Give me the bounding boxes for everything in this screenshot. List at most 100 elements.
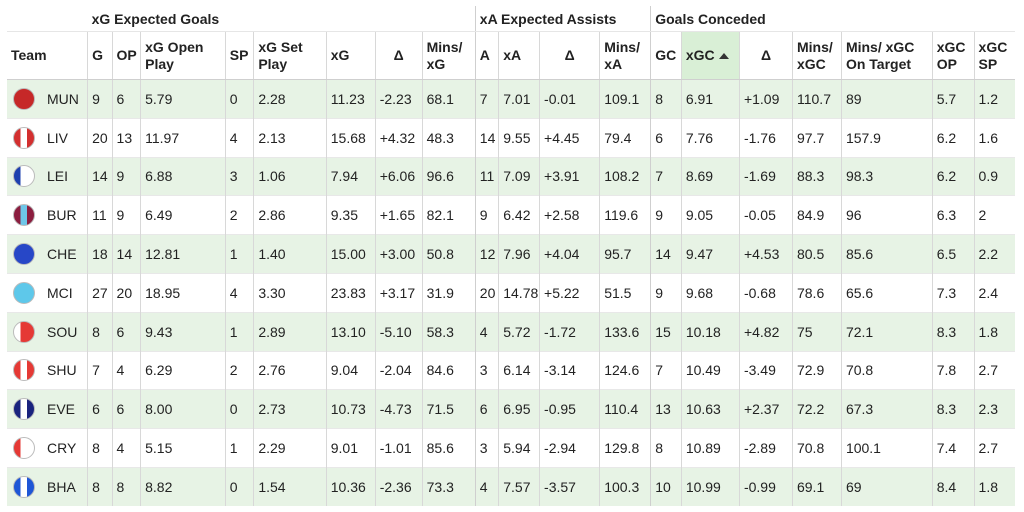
cell-mins-xgc: 75	[791, 311, 842, 352]
cell-xgc-sp: 1.6	[973, 117, 1015, 158]
cell-delta-g: -2.36	[374, 466, 423, 506]
cell-mins-xg: 31.9	[421, 272, 476, 313]
cell-xa: 6.42	[498, 195, 540, 235]
cell-xg: 9.04	[325, 350, 376, 390]
cell-mins-xa: 95.7	[599, 234, 651, 274]
cell-delta-a: -0.01	[539, 79, 600, 119]
cell-delta-a: +5.22	[539, 272, 600, 313]
team-name: MUN	[47, 90, 79, 107]
cell-mins-xgc: 69.1	[791, 466, 842, 506]
col-header-team[interactable]: Team	[7, 31, 88, 80]
cell-sp: 1	[224, 311, 254, 352]
cell-xgc: 10.89	[680, 428, 740, 468]
cell-xgc-op: 8.3	[931, 389, 975, 429]
cell-xgc-op: 5.7	[931, 79, 975, 119]
table-row: LIV 20 13 11.97 4 2.13 15.68 +4.32 48.3 14 9.55 +4.…	[7, 117, 1015, 158]
cell-mins-xgc-ot: 85.6	[840, 234, 933, 274]
cell-sp: 0	[224, 466, 254, 506]
col-header-xg-open-play[interactable]: xG Open Play	[140, 31, 226, 80]
col-header-xg-set-play[interactable]: xG Set Play	[253, 31, 327, 80]
team-cell[interactable]: BUR	[7, 195, 88, 235]
cell-op: 6	[111, 79, 141, 119]
team-cell[interactable]: CRY	[7, 428, 88, 468]
col-header-mins-per-xgc[interactable]: Mins/ xGC	[791, 31, 842, 80]
col-header-delta-conceded[interactable]: Δ	[738, 31, 793, 80]
team-cell[interactable]: MCI	[7, 272, 88, 313]
cell-g: 20	[87, 117, 113, 158]
col-header-g[interactable]: G	[87, 31, 113, 80]
cell-xgc-sp: 2.4	[973, 272, 1015, 313]
cell-g: 8	[87, 311, 113, 352]
cell-mins-xa: 108.2	[599, 156, 651, 196]
cell-xg: 7.94	[325, 156, 376, 196]
col-header-xgc[interactable]: xGC	[680, 31, 740, 80]
cell-sp: 4	[224, 117, 254, 158]
cell-delta-g: +3.00	[374, 234, 423, 274]
col-header-xgc-op[interactable]: xGC OP	[931, 31, 975, 80]
cell-gc: 7	[650, 156, 682, 196]
cell-delta-g: -1.01	[374, 428, 423, 468]
cell-xgc: 10.63	[680, 389, 740, 429]
team-cell[interactable]: MUN	[7, 79, 88, 119]
team-cell[interactable]: LIV	[7, 117, 88, 158]
cell-mins-xgc-ot: 65.6	[840, 272, 933, 313]
col-header-op[interactable]: OP	[111, 31, 141, 80]
cell-mins-xgc: 78.6	[791, 272, 842, 313]
cell-mins-xgc: 72.9	[791, 350, 842, 390]
team-name: CRY	[47, 440, 77, 457]
cell-gc: 13	[650, 389, 682, 429]
col-header-sp[interactable]: SP	[224, 31, 254, 80]
team-cell[interactable]: SHU	[7, 350, 88, 390]
cell-xg-set: 2.29	[253, 428, 327, 468]
cell-mins-xg: 71.5	[421, 389, 476, 429]
team-cell[interactable]: EVE	[7, 389, 88, 429]
team-cell[interactable]: SOU	[7, 311, 88, 352]
col-header-delta-assists[interactable]: Δ	[539, 31, 600, 80]
col-header-mins-per-xg[interactable]: Mins/ xG	[421, 31, 476, 80]
cell-gc: 9	[650, 272, 682, 313]
cell-a: 11	[474, 156, 499, 196]
cell-a: 3	[474, 428, 499, 468]
cell-op: 4	[111, 428, 141, 468]
cell-op: 4	[111, 350, 141, 390]
col-header-xgc-sp[interactable]: xGC SP	[973, 31, 1015, 80]
col-header-gc[interactable]: GC	[650, 31, 682, 80]
team-cell[interactable]: CHE	[7, 234, 88, 274]
cell-mins-xa: 124.6	[599, 350, 651, 390]
crest-eve-icon	[13, 398, 35, 421]
team-cell[interactable]: BHA	[7, 466, 88, 506]
cell-a: 4	[474, 311, 499, 352]
cell-delta-gc: +2.37	[738, 389, 793, 429]
cell-sp: 0	[224, 389, 254, 429]
cell-delta-gc: +1.09	[738, 79, 793, 119]
cell-mins-xgc: 97.7	[791, 117, 842, 158]
cell-xg-set: 3.30	[253, 272, 327, 313]
col-header-delta-goals[interactable]: Δ	[374, 31, 423, 80]
crest-mci-icon	[13, 281, 35, 304]
col-header-a[interactable]: A	[474, 31, 499, 80]
cell-delta-gc: -0.68	[738, 272, 793, 313]
cell-mins-xg: 82.1	[421, 195, 476, 235]
col-header-mins-per-xgc-on-target[interactable]: Mins/ xGC On Target	[840, 31, 933, 80]
team-name: SHU	[47, 362, 77, 379]
cell-mins-xgc-ot: 89	[840, 79, 933, 119]
team-cell[interactable]: LEI	[7, 156, 88, 196]
team-name: CHE	[47, 246, 77, 263]
cell-mins-xa: 110.4	[599, 389, 651, 429]
col-header-xa[interactable]: xA	[498, 31, 540, 80]
cell-a: 12	[474, 234, 499, 274]
cell-mins-xgc: 70.8	[791, 428, 842, 468]
crest-liv-icon	[13, 126, 35, 149]
cell-mins-xgc-ot: 157.9	[840, 117, 933, 158]
cell-mins-xgc: 110.7	[791, 79, 842, 119]
cell-delta-a: -2.94	[539, 428, 600, 468]
col-header-mins-per-xa[interactable]: Mins/ xA	[599, 31, 651, 80]
cell-delta-gc: +4.53	[738, 234, 793, 274]
table-row: MUN 9 6 5.79 0 2.28 11.23 -2.23 68.1 7 7.01 -0.01 10…	[7, 79, 1015, 119]
team-name: BHA	[47, 478, 76, 495]
cell-mins-xa: 100.3	[599, 466, 651, 506]
cell-xgc: 9.05	[680, 195, 740, 235]
cell-xg-set: 1.54	[253, 466, 327, 506]
col-header-xg[interactable]: xG	[325, 31, 376, 80]
table-row: MCI 27 20 18.95 4 3.30 23.83 +3.17 31.9 20 14.78 +5…	[7, 272, 1015, 313]
